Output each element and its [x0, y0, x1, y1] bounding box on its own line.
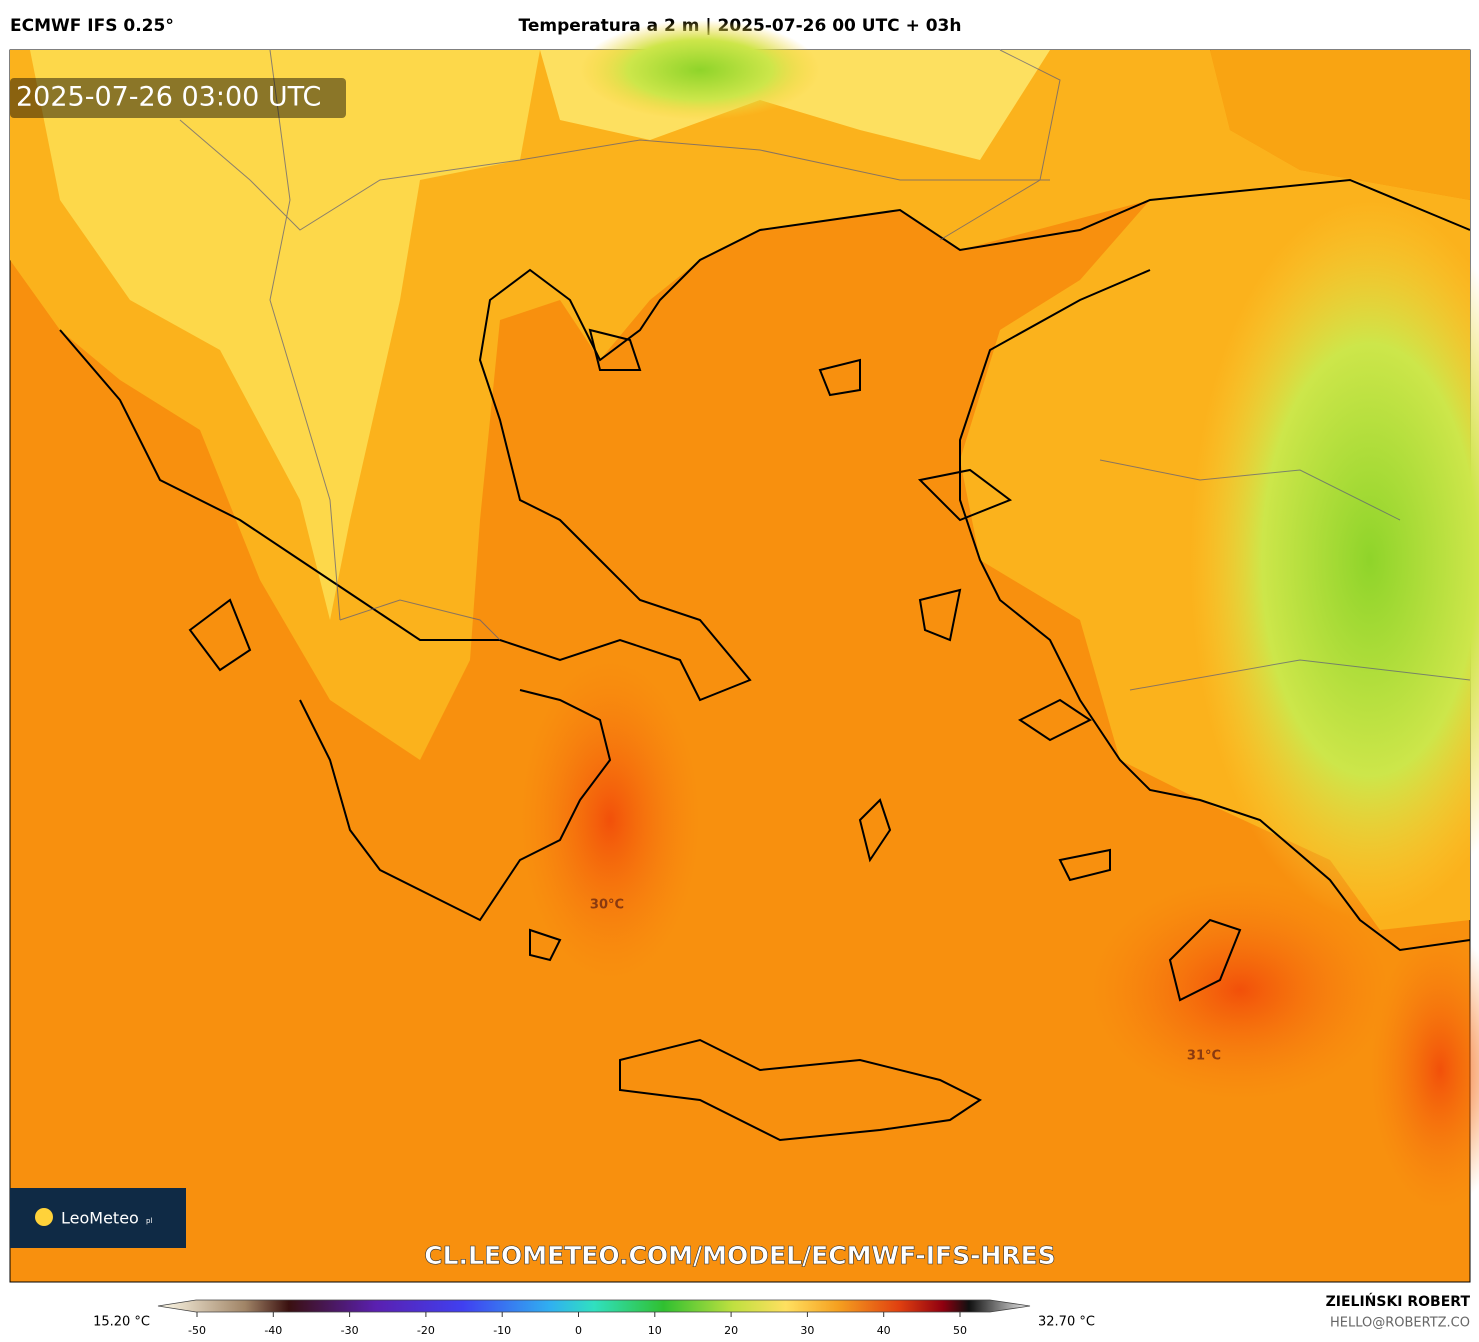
- coastlines: [59, 178, 1471, 1142]
- contact: HELLO@ROBERTZ.CO: [1330, 1316, 1470, 1331]
- contour-label: 31°C: [1187, 1049, 1221, 1064]
- colorbar-tick-label: 50: [953, 1324, 967, 1337]
- borders: [179, 49, 1471, 691]
- watermark: CL.LEOMETEO.COM/MODEL/ECMWF-IFS-HRES: [424, 1241, 1056, 1270]
- colorbar-tick-label: -10: [493, 1324, 511, 1337]
- colorbar-tick-label: -50: [188, 1324, 206, 1337]
- colorbar-tick-label: 10: [648, 1324, 662, 1337]
- hot-zone: [520, 660, 700, 980]
- timestamp-box: [10, 78, 346, 118]
- colorbar-tick-label: 30: [800, 1324, 814, 1337]
- warm-zone: [1210, 50, 1470, 200]
- hot-zone: [1090, 880, 1390, 1100]
- contour-label: 30°C: [590, 898, 624, 913]
- colorbar-tick-label: -20: [417, 1324, 435, 1337]
- colorbar-max-label: 32.70 °C: [1038, 1315, 1095, 1330]
- colorbar-min-label: 15.20 °C: [93, 1315, 150, 1330]
- logo-sun: [35, 1208, 53, 1226]
- hot-zone: [1370, 930, 1479, 1210]
- author: ZIELIŃSKI ROBERT: [1326, 1292, 1471, 1310]
- colorbar-tick-label: 20: [724, 1324, 738, 1337]
- colorbar: 15.20 °C 32.70 °C -50 -40 -30 -20 -10 0 10 20 30…: [93, 1299, 1095, 1337]
- colorbar-tick-label: -30: [341, 1324, 359, 1337]
- cool-zone: [30, 50, 540, 620]
- logo-text: LeoMeteo: [61, 1209, 139, 1228]
- timestamp: 2025-07-26 03:00 UTC: [16, 82, 321, 113]
- cool-zone: [1190, 200, 1479, 920]
- colorbar-strip: [157, 1299, 1031, 1313]
- colorbar-tick-label: -40: [264, 1324, 282, 1337]
- logo-suffix: pl: [146, 1217, 152, 1225]
- cool-zone: [580, 20, 820, 120]
- colorbar-tick-label: 0: [575, 1324, 582, 1337]
- model-name: ECMWF IFS 0.25°: [10, 16, 174, 36]
- map-area: 2025-07-26 03:00 UTC 30°C 31°C LeoMeteo …: [9, 20, 1479, 1283]
- colorbar-tick-label: 40: [877, 1324, 891, 1337]
